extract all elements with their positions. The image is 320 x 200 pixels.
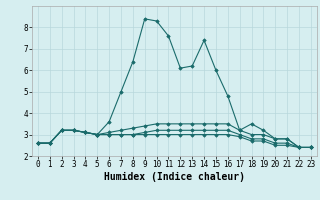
- X-axis label: Humidex (Indice chaleur): Humidex (Indice chaleur): [104, 172, 245, 182]
